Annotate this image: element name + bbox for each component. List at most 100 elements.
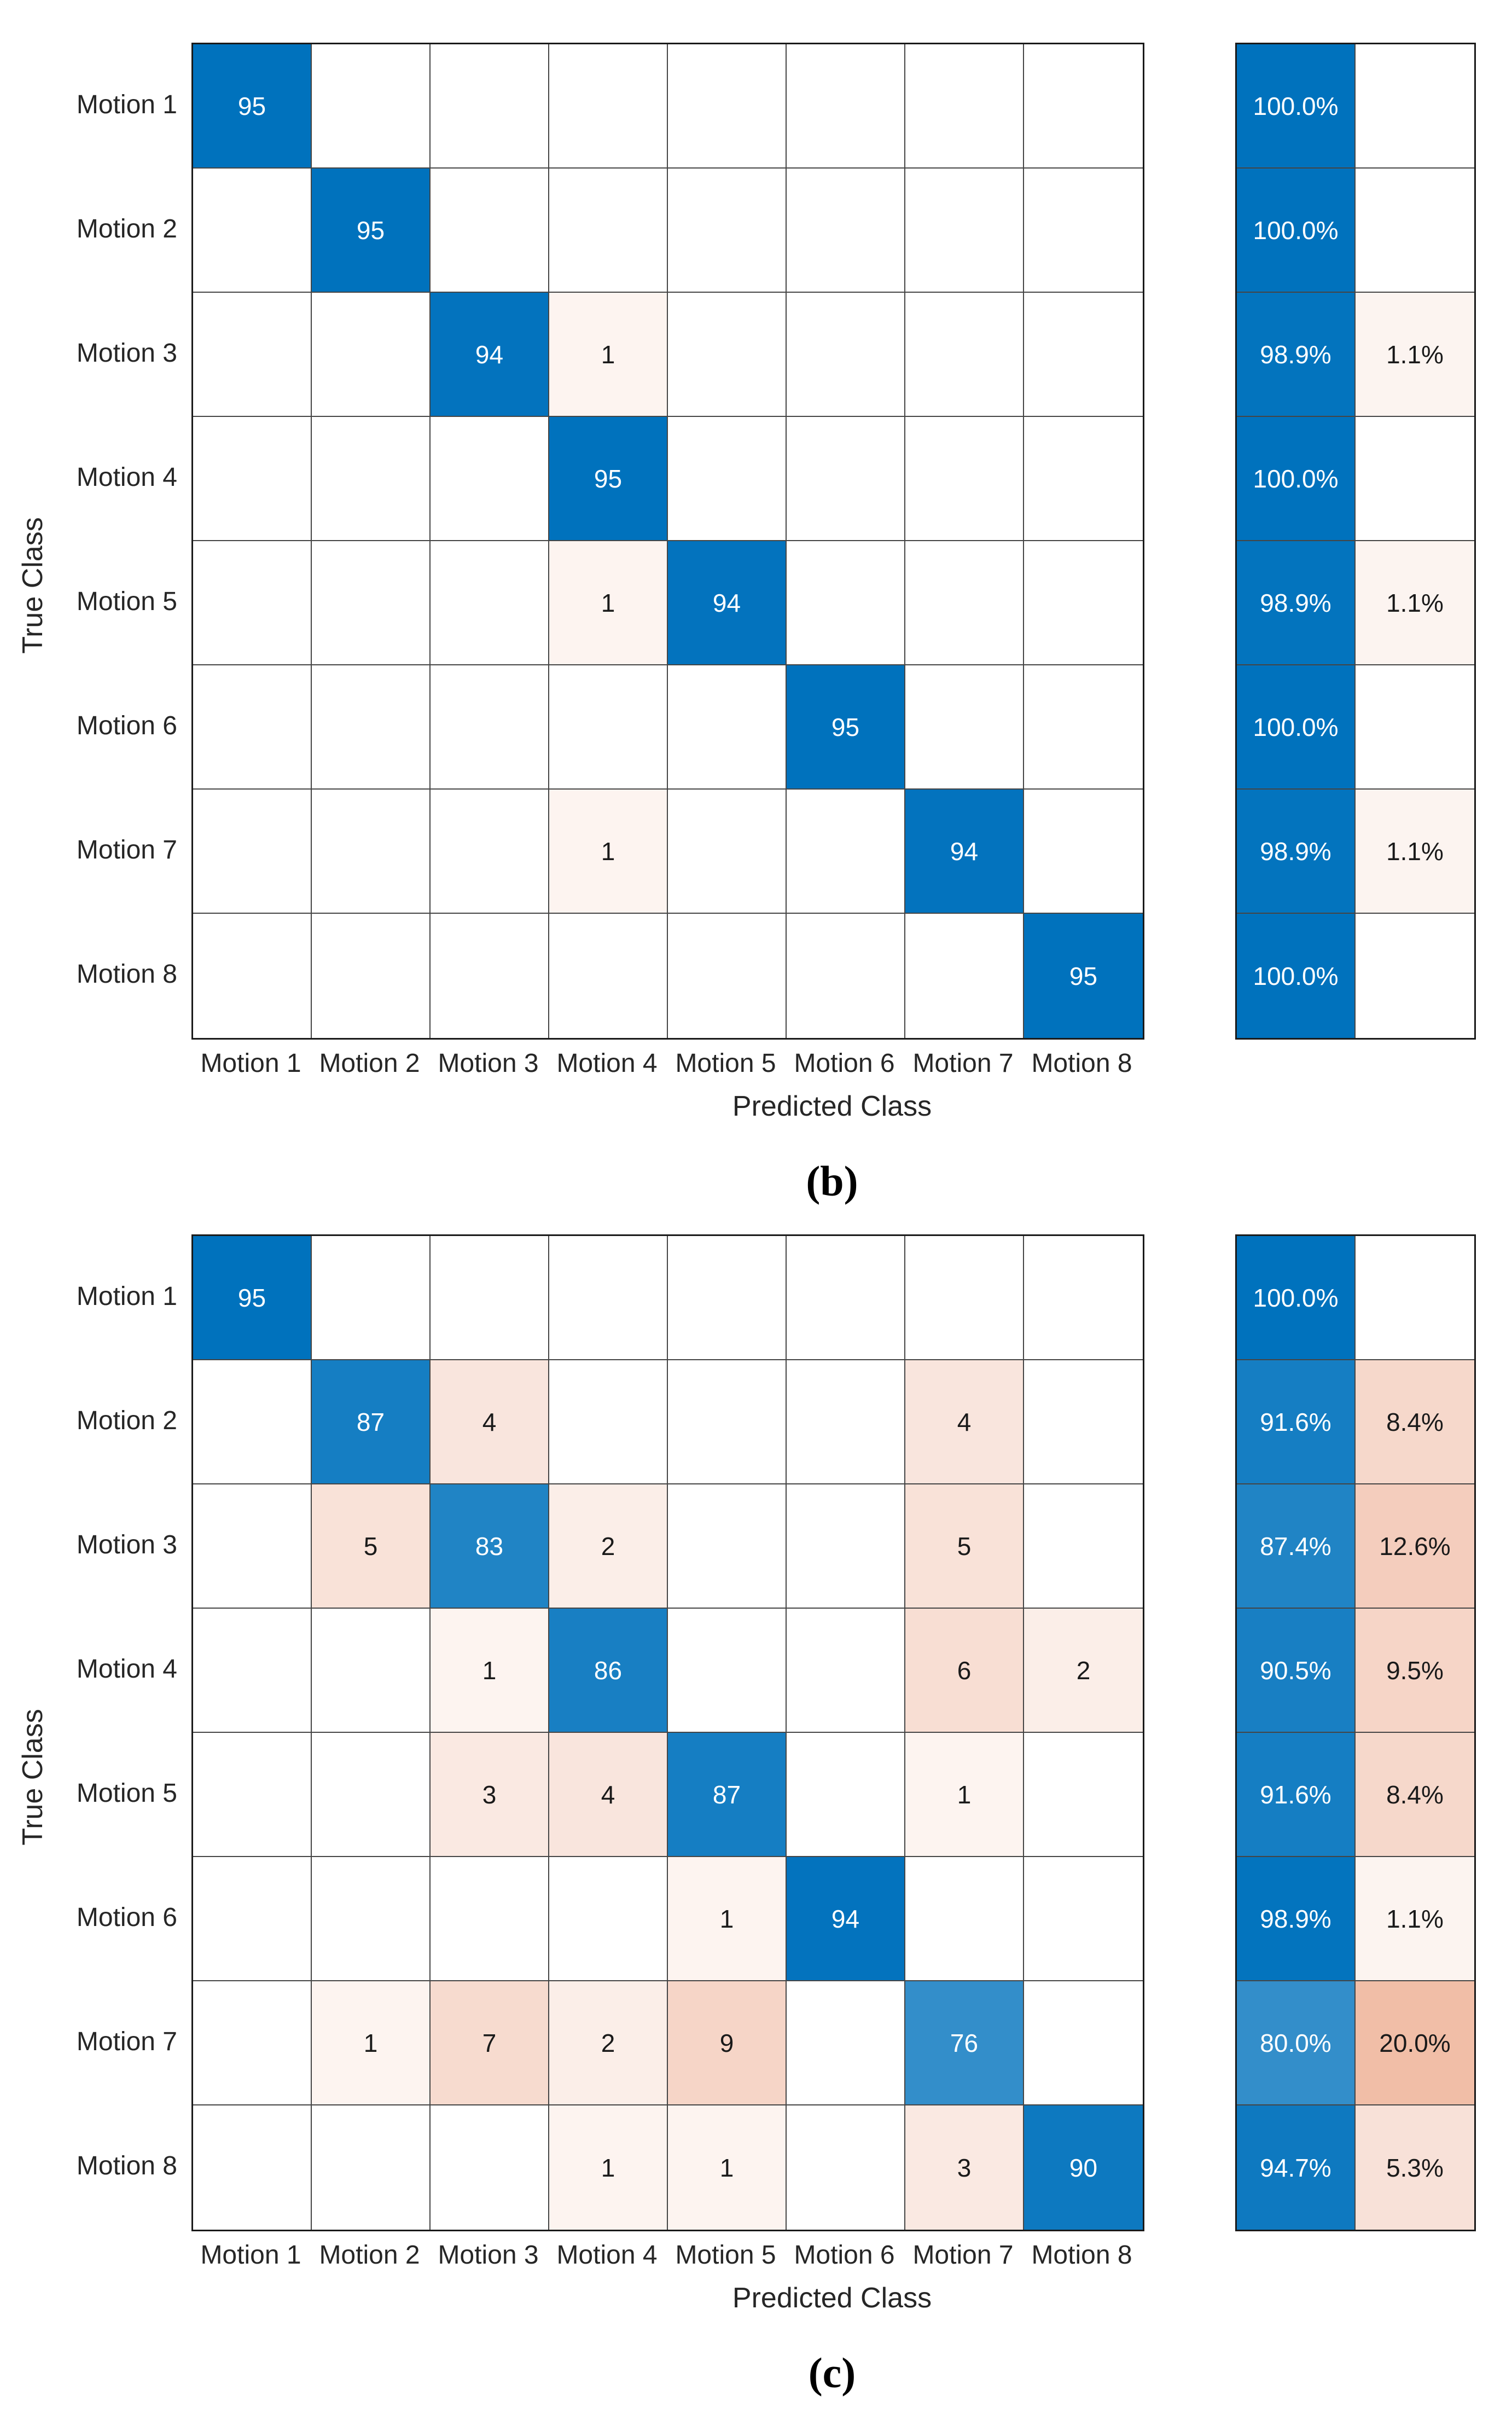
matrix-cell	[1024, 1360, 1143, 1484]
panel-caption: (b)	[806, 1157, 858, 1205]
col-tick-labels: Motion 1 Motion 2 Motion 3 Motion 4 Motion 5…	[191, 1047, 1141, 1079]
matrix-cell: 2	[549, 1484, 668, 1609]
summary-incorrect-cell	[1356, 169, 1474, 293]
matrix-cell: 90	[1024, 2105, 1143, 2230]
matrix-cell: 1	[431, 1609, 549, 1733]
matrix-cell	[431, 44, 549, 169]
summary-incorrect-cell	[1356, 1236, 1474, 1360]
matrix-cell: 9	[668, 1981, 787, 2105]
x-axis-title: Predicted Class	[732, 2282, 932, 2314]
summary-correct-cell: 91.6%	[1237, 1733, 1356, 1857]
matrix-cell	[1024, 44, 1143, 169]
matrix-cell	[905, 169, 1024, 293]
matrix-cell	[787, 1609, 905, 1733]
col-tick-label: Motion 8	[1031, 2240, 1132, 2270]
matrix-cell	[905, 541, 1024, 665]
matrix-cell	[312, 914, 431, 1038]
summary-incorrect-cell: 9.5%	[1356, 1609, 1474, 1733]
matrix-cell	[1024, 790, 1143, 914]
summary-incorrect-cell: 1.1%	[1356, 790, 1474, 914]
col-tick-label: Motion 5	[675, 1048, 776, 1078]
matrix-cell	[312, 665, 431, 790]
matrix-cell: 94	[431, 293, 549, 417]
summary-correct-cell: 87.4%	[1237, 1484, 1356, 1609]
matrix-cell	[905, 417, 1024, 541]
matrix-cell: 1	[312, 1981, 431, 2105]
row-tick-label: Motion 8	[76, 2151, 177, 2180]
matrix-cell	[787, 541, 905, 665]
summary-correct-cell: 100.0%	[1237, 1236, 1356, 1360]
y-axis-title: True Class	[17, 517, 49, 654]
matrix-cell	[193, 1609, 312, 1733]
matrix-cell	[193, 1360, 312, 1484]
matrix-cell	[668, 1236, 787, 1360]
matrix-cell: 87	[668, 1733, 787, 1857]
summary-incorrect-cell: 5.3%	[1356, 2105, 1474, 2230]
matrix-cell	[787, 293, 905, 417]
row-tick-label: Motion 8	[76, 960, 177, 989]
matrix-cell	[787, 44, 905, 169]
row-tick-label: Motion 2	[76, 214, 177, 243]
matrix-cell: 95	[787, 665, 905, 790]
matrix-cell	[1024, 417, 1143, 541]
matrix-cell	[431, 2105, 549, 2230]
matrix-cell: 94	[668, 541, 787, 665]
summary-correct-cell: 90.5%	[1237, 1609, 1356, 1733]
summary-incorrect-cell	[1356, 914, 1474, 1038]
col-tick-label: Motion 1	[200, 1048, 301, 1078]
confusion-panel-b: True Class Motion 1 Motion 2 Motion 3 Motio…	[0, 0, 1512, 1212]
matrix-cell	[787, 914, 905, 1038]
matrix-cell	[905, 44, 1024, 169]
matrix-cell: 94	[787, 1857, 905, 1981]
col-tick-label: Motion 5	[675, 2240, 776, 2270]
matrix-cell	[787, 2105, 905, 2230]
matrix-cell	[312, 417, 431, 541]
matrix-cell	[1024, 665, 1143, 790]
matrix-cell	[668, 790, 787, 914]
row-tick-label: Motion 6	[76, 1903, 177, 1932]
matrix-cell	[668, 914, 787, 1038]
matrix-cell	[193, 790, 312, 914]
summary-incorrect-cell	[1356, 44, 1474, 169]
matrix-cell: 86	[549, 1609, 668, 1733]
summary-correct-cell: 100.0%	[1237, 417, 1356, 541]
row-summary-grid: 100.0% 100.0% 98.9% 1.1% 100.0% 98.9% 1.1% 100.…	[1235, 43, 1476, 1040]
matrix-cell	[193, 1484, 312, 1609]
summary-correct-cell: 98.9%	[1237, 1857, 1356, 1981]
matrix-cell: 95	[193, 1236, 312, 1360]
col-tick-label: Motion 7	[912, 1048, 1014, 1078]
matrix-cell: 1	[549, 2105, 668, 2230]
matrix-cell	[905, 1857, 1024, 1981]
matrix-cell	[787, 1981, 905, 2105]
matrix-cell	[668, 293, 787, 417]
matrix-cell: 3	[905, 2105, 1024, 2230]
matrix-cell	[312, 293, 431, 417]
summary-incorrect-cell: 1.1%	[1356, 1857, 1474, 1981]
matrix-cell	[787, 1360, 905, 1484]
matrix-cell	[1024, 1733, 1143, 1857]
matrix-cell	[193, 293, 312, 417]
matrix-cell	[1024, 1484, 1143, 1609]
matrix-cell: 7	[431, 1981, 549, 2105]
row-tick-label: Motion 5	[76, 587, 177, 616]
matrix-cell	[668, 1609, 787, 1733]
matrix-cell	[431, 665, 549, 790]
matrix-cell	[1024, 1857, 1143, 1981]
matrix-cell	[193, 1733, 312, 1857]
matrix-cell: 83	[431, 1484, 549, 1609]
matrix-cell: 76	[905, 1981, 1024, 2105]
panel-caption: (c)	[808, 2349, 856, 2397]
summary-incorrect-cell: 1.1%	[1356, 541, 1474, 665]
matrix-cell	[431, 417, 549, 541]
summary-incorrect-cell: 20.0%	[1356, 1981, 1474, 2105]
col-tick-label: Motion 1	[200, 2240, 301, 2270]
matrix-cell: 5	[312, 1484, 431, 1609]
matrix-cell: 95	[312, 169, 431, 293]
matrix-cell	[787, 1484, 905, 1609]
matrix-cell: 1	[668, 1857, 787, 1981]
row-tick-labels: Motion 1 Motion 2 Motion 3 Motion 4 Motion 5…	[53, 1234, 184, 2228]
matrix-cell	[549, 1236, 668, 1360]
col-tick-label: Motion 6	[794, 2240, 895, 2270]
matrix-cell	[787, 417, 905, 541]
confusion-panel-c: True Class Motion 1 Motion 2 Motion 3 Motio…	[0, 1192, 1512, 2404]
